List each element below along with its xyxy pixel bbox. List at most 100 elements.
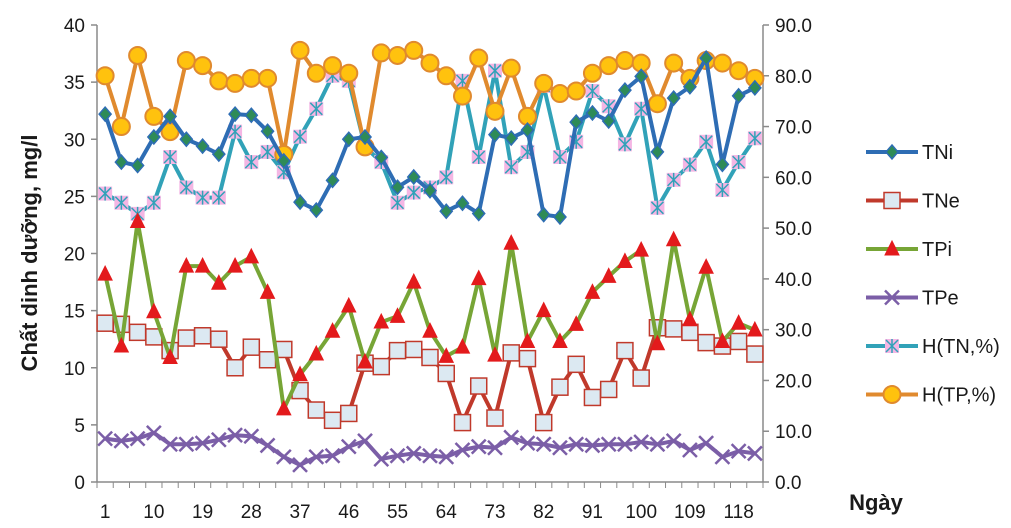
- data-point-tni: [130, 157, 145, 174]
- data-point-tne: [583, 388, 602, 407]
- data-point-h-tp: [339, 63, 359, 83]
- data-point-tni: [211, 145, 226, 163]
- legend-swatch-marker: [882, 385, 902, 404]
- data-point-h-tn: [211, 190, 226, 205]
- legend-label: H(TP,%): [922, 385, 996, 407]
- data-point-tne: [258, 351, 277, 369]
- data-point-h-tn: [634, 101, 649, 116]
- data-point-tpe: [113, 432, 130, 449]
- data-point-h-tn: [504, 160, 519, 175]
- data-point-h-tn: [747, 131, 762, 146]
- x-marker-stroke: [584, 437, 601, 454]
- data-point-tpi: [487, 346, 503, 362]
- data-point-h-tp: [420, 53, 440, 73]
- x-tick-label: 55: [387, 502, 408, 523]
- data-point-tne: [664, 320, 683, 338]
- data-point-tni: [179, 131, 194, 148]
- data-point-h-tp: [452, 86, 472, 106]
- x-tick-label: 82: [533, 502, 554, 523]
- data-point-tpe: [340, 438, 357, 455]
- data-point-tpi: [519, 332, 536, 348]
- right-tick-label: 30.0: [775, 321, 812, 342]
- data-point-tpi: [129, 212, 146, 229]
- x-marker-stroke: [568, 436, 585, 453]
- data-point-h-tn: [98, 186, 113, 201]
- data-point-tpi: [552, 332, 568, 348]
- x-marker-stroke: [422, 447, 438, 464]
- right-tick-label: 20.0: [775, 371, 812, 392]
- legend-label: TPi: [922, 239, 952, 261]
- data-point-h-tp: [664, 53, 684, 73]
- data-point-h-tp: [111, 117, 131, 137]
- data-point-tni: [747, 79, 762, 96]
- data-point-h-tp: [128, 45, 148, 65]
- data-point-tpe: [194, 435, 211, 452]
- data-point-tpi: [113, 336, 130, 353]
- data-point-tpe: [584, 437, 601, 454]
- x-marker-stroke: [649, 436, 666, 453]
- data-point-h-tn: [617, 137, 632, 152]
- data-point-tpi: [682, 310, 698, 327]
- data-point-tpe: [178, 436, 195, 453]
- series-tpe: [97, 424, 763, 473]
- x-tick-label: 118: [723, 502, 753, 523]
- data-point-tne: [729, 332, 748, 351]
- data-point-tpe: [535, 436, 552, 453]
- data-point-tni: [731, 87, 746, 104]
- data-point-h-tp: [241, 68, 261, 88]
- data-point-tni: [682, 78, 697, 95]
- data-point-tne: [226, 359, 244, 377]
- data-point-h-tn: [715, 183, 730, 198]
- right-tick-label: 80.0: [775, 67, 812, 88]
- data-point-h-tp: [371, 43, 391, 63]
- data-point-tpi: [422, 322, 438, 338]
- data-point-tpi: [405, 272, 422, 289]
- data-point-tni: [325, 172, 340, 189]
- data-point-tpi: [747, 320, 763, 337]
- data-point-tpi: [324, 322, 341, 338]
- data-point-tne: [421, 348, 439, 367]
- data-point-h-tp: [501, 58, 521, 78]
- data-point-tpe: [145, 424, 162, 441]
- data-point-h-tn: [585, 84, 600, 99]
- data-point-h-tn: [163, 150, 178, 165]
- data-point-tpi: [373, 312, 390, 329]
- data-point-tni: [617, 81, 632, 99]
- x-axis-ticks: 1 10 19 28 37 46 55 64 73 82 91 100 109 118: [96, 482, 764, 523]
- data-point-h-tn: [390, 195, 405, 210]
- data-point-tni: [244, 107, 259, 124]
- left-tick-label: 10: [64, 359, 85, 380]
- data-point-tni: [699, 49, 714, 67]
- x-marker-stroke: [97, 430, 114, 447]
- series-tpi: [97, 212, 763, 416]
- right-tick-label: 60.0: [775, 168, 812, 189]
- data-point-tpi: [340, 296, 357, 313]
- data-point-tpe: [227, 427, 243, 444]
- data-point-tne: [632, 369, 650, 387]
- x-marker-stroke: [145, 424, 162, 441]
- data-point-tpe: [129, 430, 146, 447]
- data-point-tpe: [665, 432, 682, 449]
- data-point-tpe: [454, 442, 471, 458]
- y-axis-title: Chất dinh dưỡng, mg/l: [17, 135, 42, 372]
- data-point-tpe: [746, 445, 763, 462]
- data-point-tne: [453, 413, 472, 432]
- legend-label: TPe: [922, 288, 959, 310]
- x-marker-stroke: [162, 436, 178, 453]
- data-point-tpe: [259, 437, 276, 454]
- data-point-tpi: [211, 274, 227, 290]
- data-point-h-tp: [193, 56, 213, 76]
- data-point-h-tp: [404, 40, 424, 60]
- left-tick-label: 40: [64, 16, 85, 37]
- data-point-tne: [616, 341, 634, 360]
- data-point-h-tp: [436, 66, 456, 86]
- data-point-tni: [666, 89, 681, 107]
- data-point-tpi: [665, 230, 682, 247]
- data-point-tpe: [243, 428, 260, 445]
- legend-swatch-marker: [883, 191, 901, 210]
- data-point-tpi: [438, 347, 455, 363]
- data-point-tpi: [633, 240, 649, 257]
- data-point-h-tp: [176, 51, 196, 71]
- data-point-tni: [260, 123, 275, 140]
- data-point-tpi: [97, 264, 113, 281]
